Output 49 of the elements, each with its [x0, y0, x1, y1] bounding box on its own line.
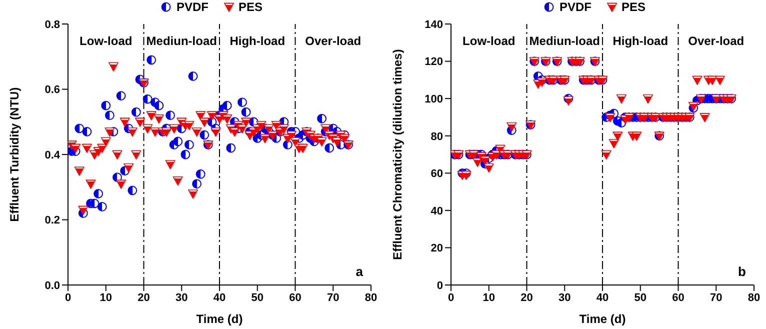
- y-tick-label: 0.4: [44, 149, 61, 162]
- annotation: a: [356, 264, 363, 279]
- x-tick-label: 50: [634, 292, 646, 304]
- x-tick-label: 0: [448, 292, 454, 304]
- x-tick-label: 40: [213, 292, 226, 304]
- y-tick-label: 120: [424, 56, 443, 68]
- x-tick-label: 10: [482, 292, 495, 304]
- annotation: Mediun-load: [146, 34, 217, 48]
- annotation: b: [738, 264, 746, 279]
- x-tick-label: 20: [138, 292, 150, 304]
- x-tick-label: 70: [327, 292, 340, 304]
- y-tick-label: 40: [430, 205, 443, 218]
- y-tick-label: 140: [424, 18, 443, 31]
- legend-label: PVDF: [559, 0, 592, 14]
- annotation: High-load: [230, 34, 286, 48]
- x-tick-label: 60: [289, 292, 302, 304]
- x-tick-label: 60: [672, 292, 684, 304]
- legend-label: PES: [622, 0, 646, 14]
- x-tick-label: 20: [520, 292, 533, 304]
- y-tick-label: 0.2: [44, 214, 60, 227]
- x-tick-label: 30: [558, 292, 571, 304]
- annotation: High-load: [612, 34, 668, 48]
- x-tick-label: 80: [748, 292, 760, 304]
- annotation: Mediun-load: [529, 34, 600, 48]
- x-tick-label: 0: [64, 292, 72, 304]
- y-tick-label: 20: [430, 242, 443, 255]
- x-tick-label: 10: [100, 292, 112, 304]
- x-axis-title: Time (d): [579, 312, 626, 326]
- y-tick-label: 100: [424, 93, 443, 106]
- x-tick-label: 30: [176, 292, 188, 304]
- annotation: Over-load: [305, 34, 362, 48]
- x-tick-label: 40: [596, 292, 609, 304]
- y-axis-title: Effluent Chromaticity (dilution times): [390, 49, 404, 260]
- annotation: Low-load: [80, 34, 132, 48]
- annotation: Over-load: [688, 34, 744, 48]
- x-tick-label: 70: [710, 292, 722, 304]
- legend-label: PVDF: [176, 0, 208, 14]
- y-tick-label: 0: [436, 280, 443, 292]
- legend-label: PES: [238, 0, 263, 14]
- x-axis-title: Time (d): [196, 312, 243, 326]
- x-tick-label: 80: [364, 292, 378, 304]
- y-tick-label: 0.6: [44, 84, 60, 96]
- y-tick-label: 60: [430, 168, 443, 180]
- annotation: Low-load: [462, 34, 516, 48]
- y-tick-label: 0.0: [44, 280, 60, 292]
- x-tick-label: 50: [251, 292, 264, 304]
- y-tick-label: 0.8: [44, 18, 60, 31]
- y-tick-label: 80: [430, 130, 443, 143]
- y-axis-title: Effluent Turbidity (NTU): [7, 87, 22, 222]
